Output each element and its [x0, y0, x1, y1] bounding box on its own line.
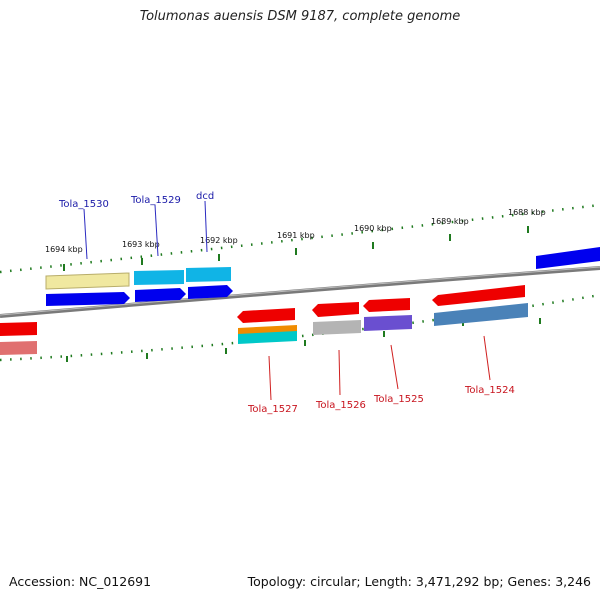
tick-label-1692: 1692 kbp	[200, 236, 238, 245]
gene-label-dcd[interactable]: dcd	[196, 191, 214, 202]
gene-red-1526[interactable]	[312, 302, 359, 317]
gene-label-tola-1527[interactable]: Tola_1527	[247, 404, 298, 415]
leader-tola-1525	[390, 344, 399, 390]
gene-red-left[interactable]	[0, 322, 37, 336]
tick-label-1694: 1694 kbp	[45, 245, 83, 254]
gene-label-tola-1530[interactable]: Tola_1530	[58, 199, 109, 210]
tick-label-1688: 1688 kbp	[508, 208, 546, 217]
gene-cyan-2[interactable]	[186, 267, 231, 282]
leader-tola-1529	[154, 204, 159, 257]
gene-red-1525[interactable]	[363, 298, 410, 312]
gene-teal[interactable]	[238, 331, 297, 344]
gene-blue-right[interactable]	[536, 247, 600, 269]
gene-khaki[interactable]	[45, 272, 130, 290]
gene-label-tola-1525[interactable]: Tola_1525	[373, 394, 424, 405]
tick-label-1690: 1690 kbp	[354, 224, 392, 233]
gene-label-tola-1529[interactable]: Tola_1529	[130, 195, 181, 206]
tick-label-1693: 1693 kbp	[122, 240, 160, 249]
gene-red-1524[interactable]	[432, 285, 525, 306]
gene-blue-2[interactable]	[135, 288, 186, 302]
major-ticks-outer	[63, 226, 529, 271]
genome-title: Tolumonas auensis DSM 9187, complete gen…	[139, 9, 461, 24]
leader-tola-1530	[83, 208, 88, 260]
gene-label-tola-1524[interactable]: Tola_1524	[464, 385, 515, 396]
genome-backbone-highlight	[0, 266, 600, 316]
gene-steel[interactable]	[434, 303, 528, 326]
gene-purple[interactable]	[364, 315, 412, 331]
leader-tola-1524	[483, 335, 491, 381]
gene-label-tola-1526[interactable]: Tola_1526	[315, 400, 366, 411]
tick-label-1691: 1691 kbp	[277, 231, 315, 240]
tick-label-1689: 1689 kbp	[431, 217, 469, 226]
leader-tola-1526	[338, 349, 341, 396]
gene-cyan-1[interactable]	[134, 270, 184, 285]
gene-red-1527[interactable]	[237, 308, 295, 323]
genome-backbone	[0, 266, 600, 318]
accession-text: Accession: NC_012691	[9, 574, 152, 589]
major-ticks-inner	[66, 318, 541, 362]
leader-tola-1527	[268, 355, 272, 401]
leader-dcd	[204, 200, 208, 253]
gene-blue-3[interactable]	[188, 285, 233, 299]
gene-blue-1[interactable]	[46, 292, 130, 306]
gene-grey[interactable]	[313, 320, 361, 335]
gene-pink-left[interactable]	[0, 341, 37, 355]
genome-summary-text: Topology: circular; Length: 3,471,292 bp…	[247, 574, 591, 589]
